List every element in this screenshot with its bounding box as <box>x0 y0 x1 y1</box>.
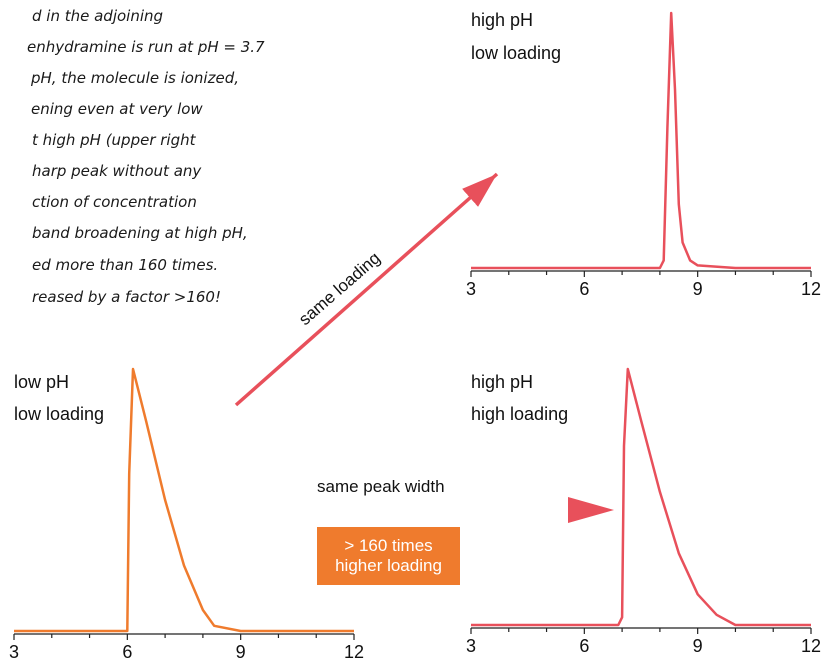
lower-right-chart: 3 6 9 12 <box>466 367 821 656</box>
same-peak-width-label: same peak width <box>317 477 445 496</box>
x-tick-label: 3 <box>466 279 476 299</box>
x-tick-label: 6 <box>579 636 589 656</box>
lower-right-panel-label-2: high loading <box>471 404 568 424</box>
upper-right-chart: 3 6 9 12 <box>466 11 821 299</box>
loading-callout: > 160 times higher loading <box>317 527 460 585</box>
chromatogram-trace <box>471 367 811 627</box>
x-tick-label: 12 <box>801 279 821 299</box>
paragraph-line: t high pH (upper right <box>32 131 197 149</box>
lower-left-panel-label-2: low loading <box>14 404 104 424</box>
upper-right-panel-label-2: low loading <box>471 43 561 63</box>
explanation-paragraph: d in the adjoining enhydramine is run at… <box>27 7 265 306</box>
paragraph-line: ction of concentration <box>32 193 197 211</box>
paragraph-line: pH, the molecule is ionized, <box>30 69 239 87</box>
chromatogram-trace <box>14 367 354 633</box>
x-tick-label: 9 <box>693 279 703 299</box>
paragraph-line: harp peak without any <box>32 162 202 180</box>
paragraph-line: reased by a factor >160! <box>32 288 221 306</box>
callout-line-2: higher loading <box>335 556 442 575</box>
loading-callout-box <box>317 527 460 585</box>
x-tick-label: 12 <box>344 642 364 662</box>
lower-left-chart: 3 6 9 12 <box>9 367 364 662</box>
x-tick-label: 9 <box>693 636 703 656</box>
paragraph-line: ed more than 160 times. <box>32 256 218 274</box>
paragraph-line: enhydramine is run at pH = 3.7 <box>27 38 265 56</box>
x-tick-label: 3 <box>9 642 19 662</box>
x-tick-label: 6 <box>122 642 132 662</box>
paragraph-line: band broadening at high pH, <box>32 224 248 242</box>
same-loading-label: same loading <box>295 248 384 329</box>
chromatogram-trace <box>471 11 811 270</box>
paragraph-line: ening even at very low <box>31 100 203 118</box>
same-peak-width-arrow-head <box>568 497 614 523</box>
x-tick-label: 9 <box>236 642 246 662</box>
upper-right-panel-label-1: high pH <box>471 10 533 30</box>
same-loading-arrow <box>234 172 499 407</box>
callout-line-1: > 160 times <box>344 536 433 555</box>
x-tick-label: 12 <box>801 636 821 656</box>
lower-left-panel-label-1: low pH <box>14 372 69 392</box>
x-tick-label: 6 <box>579 279 589 299</box>
x-tick-label: 3 <box>466 636 476 656</box>
paragraph-line: d in the adjoining <box>32 7 163 25</box>
lower-right-panel-label-1: high pH <box>471 372 533 392</box>
